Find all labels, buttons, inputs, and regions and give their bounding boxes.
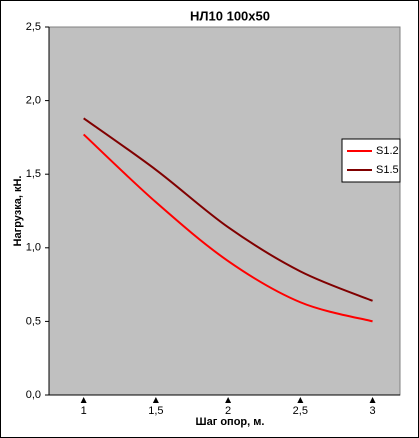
x-tick-label: 2 [225, 405, 231, 417]
x-tick [152, 397, 159, 403]
x-tick-label: 1 [81, 405, 87, 417]
y-tick-label: 0,5 [26, 315, 41, 327]
y-axis-label: Нагрузка, кН. [12, 176, 24, 247]
series-line [82, 133, 373, 323]
x-tick [225, 397, 232, 403]
y-tick-label: 1,5 [26, 168, 41, 180]
legend-label: S1.2 [376, 145, 399, 157]
y-tick-label: 2,5 [26, 21, 41, 33]
x-tick [369, 397, 376, 403]
y-tick-label: 2,0 [26, 95, 41, 107]
series-line [83, 117, 373, 302]
y-tick-label: 0,0 [26, 389, 41, 401]
x-tick [80, 397, 87, 403]
x-tick-label: 2,5 [293, 405, 308, 417]
plot-area [48, 26, 401, 396]
legend-label: S1.5 [376, 164, 399, 176]
y-tick-label: 1,0 [26, 242, 41, 254]
chart-title: НЛ10 100x50 [190, 8, 270, 23]
legend [341, 138, 401, 183]
x-tick-label: 1,5 [148, 405, 163, 417]
x-axis-label: Шаг опор, м. [196, 416, 265, 428]
x-tick [297, 397, 304, 403]
x-tick-label: 3 [369, 405, 375, 417]
